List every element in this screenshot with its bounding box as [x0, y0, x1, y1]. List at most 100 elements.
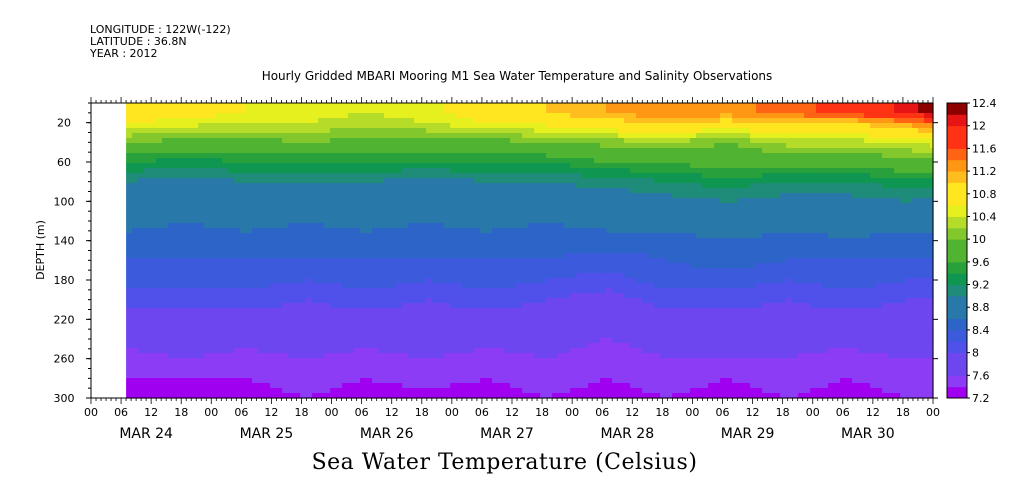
heatmap-cell — [414, 118, 421, 124]
heatmap-cell — [132, 318, 139, 324]
heatmap-cell — [522, 278, 529, 284]
heatmap-cell — [282, 208, 289, 214]
heatmap-cell — [438, 368, 445, 374]
heatmap-cell — [234, 203, 241, 209]
heatmap-cell — [156, 253, 163, 259]
heatmap-cell — [546, 198, 553, 204]
heatmap-cell — [132, 213, 139, 219]
heatmap-cell — [276, 278, 283, 284]
heatmap-cell — [552, 188, 559, 194]
heatmap-cell — [336, 358, 343, 364]
heatmap-cell — [552, 258, 559, 264]
heatmap-cell — [504, 203, 511, 209]
heatmap-cell — [138, 238, 145, 244]
heatmap-cell — [522, 323, 529, 329]
heatmap-cell — [132, 133, 139, 139]
heatmap-cell — [426, 353, 433, 359]
heatmap-cell — [342, 133, 349, 139]
heatmap-cell — [168, 128, 175, 134]
heatmap-cell — [366, 223, 373, 229]
heatmap-cell — [408, 193, 415, 199]
heatmap-cell — [354, 138, 361, 144]
heatmap-cell — [366, 148, 373, 154]
heatmap-cell — [384, 373, 391, 379]
heatmap-cell — [282, 273, 289, 279]
heatmap-cell — [624, 148, 631, 154]
heatmap-cell — [480, 193, 487, 199]
heatmap-cell — [306, 108, 313, 114]
heatmap-cell — [384, 168, 391, 174]
heatmap-cell — [618, 208, 625, 214]
heatmap-cell — [504, 218, 511, 224]
heatmap-cell — [528, 353, 535, 359]
heatmap-cell — [360, 128, 367, 134]
heatmap-cell — [156, 128, 163, 134]
heatmap-cell — [510, 213, 517, 219]
heatmap-cell — [474, 283, 481, 289]
heatmap-cell — [468, 328, 475, 334]
heatmap-cell — [408, 323, 415, 329]
heatmap-cell — [624, 378, 631, 384]
heatmap-cell — [540, 273, 547, 279]
heatmap-cell — [456, 183, 463, 189]
heatmap-cell — [408, 253, 415, 259]
heatmap-cell — [366, 183, 373, 189]
heatmap-cell — [600, 153, 607, 159]
heatmap-cell — [390, 198, 397, 204]
heatmap-cell — [378, 353, 385, 359]
heatmap-cell — [420, 128, 427, 134]
heatmap-cell — [564, 243, 571, 249]
heatmap-cell — [126, 318, 133, 324]
heatmap-cell — [252, 138, 259, 144]
heatmap-cell — [444, 278, 451, 284]
heatmap-cell — [366, 238, 373, 244]
heatmap-cell — [342, 293, 349, 299]
heatmap-cell — [462, 143, 469, 149]
heatmap-cell — [522, 108, 529, 114]
heatmap-cell — [132, 163, 139, 169]
heatmap-cell — [504, 298, 511, 304]
heatmap-cell — [456, 313, 463, 319]
heatmap-cell — [594, 328, 601, 334]
heatmap-cell — [186, 328, 193, 334]
heatmap-cell — [456, 263, 463, 269]
heatmap-cell — [492, 378, 499, 384]
heatmap-cell — [612, 208, 619, 214]
heatmap-cell — [612, 218, 619, 224]
heatmap-cell — [330, 293, 337, 299]
heatmap-cell — [498, 258, 505, 264]
heatmap-cell — [270, 383, 277, 389]
heatmap-cell — [294, 213, 301, 219]
heatmap-cell — [270, 393, 277, 399]
heatmap-cell — [318, 138, 325, 144]
heatmap-cell — [624, 288, 631, 294]
heatmap-cell — [486, 358, 493, 364]
heatmap-cell — [474, 103, 481, 109]
heatmap-cell — [444, 308, 451, 314]
heatmap-cell — [276, 328, 283, 334]
heatmap-cell — [504, 373, 511, 379]
heatmap-cell — [510, 163, 517, 169]
heatmap-cell — [198, 348, 205, 354]
heatmap-cell — [450, 128, 457, 134]
heatmap-cell — [264, 243, 271, 249]
heatmap-cell — [558, 348, 565, 354]
heatmap-cell — [294, 208, 301, 214]
heatmap-cell — [564, 113, 571, 119]
heatmap-cell — [174, 163, 181, 169]
heatmap-cell — [282, 353, 289, 359]
heatmap-cell — [450, 303, 457, 309]
heatmap-cell — [372, 298, 379, 304]
heatmap-cell — [624, 168, 631, 174]
heatmap-cell — [438, 313, 445, 319]
heatmap-cell — [210, 113, 217, 119]
heatmap-cell — [486, 308, 493, 314]
heatmap-cell — [168, 103, 175, 109]
heatmap-cell — [150, 323, 157, 329]
heatmap-cell — [564, 133, 571, 139]
heatmap-cell — [564, 373, 571, 379]
heatmap-cell — [378, 178, 385, 184]
heatmap-cell — [462, 263, 469, 269]
heatmap-cell — [300, 188, 307, 194]
heatmap-cell — [276, 108, 283, 114]
